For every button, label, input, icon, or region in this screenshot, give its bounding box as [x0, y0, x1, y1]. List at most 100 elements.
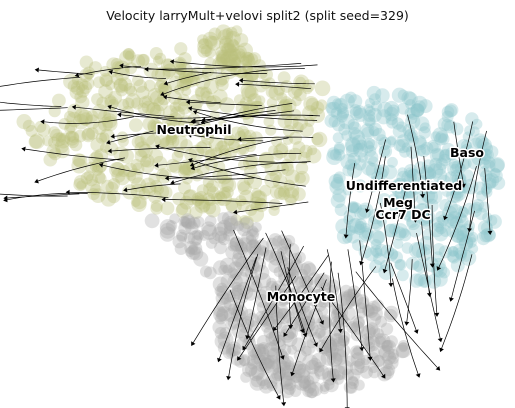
cell-point — [181, 217, 193, 229]
cell-point — [351, 135, 367, 150]
cell-point — [452, 243, 468, 259]
cell-point — [243, 175, 254, 186]
cell-point — [307, 145, 318, 156]
cell-point — [349, 106, 364, 121]
cell-point — [268, 330, 283, 345]
cell-point — [292, 361, 307, 375]
cell-point — [99, 142, 111, 153]
cell-point — [385, 335, 398, 348]
cell-point — [215, 53, 228, 66]
streamline — [345, 163, 356, 235]
cell-point — [348, 218, 364, 234]
cell-point — [134, 135, 147, 148]
cell-point — [208, 232, 221, 245]
cell-point — [75, 78, 89, 91]
cell-point — [347, 201, 360, 213]
cell-point — [115, 170, 130, 186]
cell-point — [391, 117, 404, 130]
cell-point — [449, 163, 460, 174]
cell-point — [276, 92, 288, 104]
cell-point — [218, 186, 231, 199]
cell-point — [355, 307, 367, 319]
cell-point — [108, 90, 122, 105]
cell-point — [482, 212, 493, 223]
cell-point — [466, 237, 477, 248]
cell-point — [308, 357, 322, 372]
streamline — [109, 130, 154, 143]
streamline — [384, 182, 408, 270]
cell-point — [467, 155, 482, 170]
cell-point — [433, 221, 445, 233]
cell-point — [349, 104, 362, 117]
cell-point — [454, 247, 467, 260]
cell-point — [280, 237, 293, 250]
cell-point — [205, 202, 221, 218]
cell-point — [371, 100, 383, 112]
cell-point — [116, 131, 129, 143]
cell-point — [390, 195, 405, 209]
cell-point — [446, 211, 463, 227]
cell-point — [404, 188, 416, 200]
cell-point — [342, 164, 355, 177]
cell-point — [273, 143, 289, 159]
cell-point — [99, 72, 113, 87]
cell-point — [183, 232, 196, 244]
cell-point — [409, 273, 424, 288]
streamline-arrowhead — [319, 347, 324, 353]
cell-point — [323, 339, 338, 353]
cell-point — [179, 195, 194, 210]
cell-point — [255, 95, 266, 106]
cell-point — [70, 80, 86, 96]
streamline-arrowhead — [434, 312, 440, 317]
cell-point — [191, 195, 203, 207]
cell-point — [316, 99, 328, 111]
cell-point — [217, 341, 232, 355]
cell-point — [341, 130, 353, 141]
cell-point — [432, 127, 448, 143]
cell-point — [249, 375, 266, 391]
cell-point — [150, 120, 161, 132]
cell-point — [117, 135, 129, 147]
cell-point — [347, 152, 361, 166]
streamline — [0, 193, 68, 197]
cell-point — [331, 308, 343, 321]
cell-point — [178, 221, 192, 235]
cell-point — [176, 231, 188, 243]
cell-point — [403, 128, 419, 143]
streamline — [281, 230, 323, 322]
cell-point — [100, 74, 113, 87]
cell-point — [73, 129, 87, 143]
cell-point — [137, 102, 149, 115]
cell-point — [402, 203, 417, 218]
cell-point — [388, 348, 399, 360]
cell-point — [100, 191, 117, 207]
cell-point — [258, 285, 274, 301]
cell-point — [105, 80, 116, 91]
cell-point — [369, 93, 381, 106]
cell-point — [225, 245, 240, 260]
cell-point — [309, 285, 321, 297]
cell-point — [237, 222, 251, 237]
cell-point — [181, 86, 192, 97]
cell-point — [222, 27, 234, 40]
cell-point — [347, 202, 359, 213]
streamline — [191, 134, 264, 142]
cell-point — [98, 132, 110, 143]
cell-point — [198, 229, 210, 241]
cell-point — [249, 245, 264, 260]
cell-point — [333, 143, 346, 155]
cell-point — [215, 313, 227, 325]
cell-point — [275, 142, 289, 156]
cell-point — [280, 384, 295, 399]
cell-point — [102, 116, 118, 132]
cluster-label: Ccr7 DC — [375, 207, 430, 222]
cell-point — [292, 360, 304, 372]
cell-point — [447, 250, 461, 264]
cell-point — [172, 134, 188, 151]
cell-point — [345, 381, 358, 394]
streamline-arrowhead — [359, 347, 365, 352]
cell-point — [142, 95, 153, 106]
cell-point — [414, 137, 428, 151]
cell-point — [328, 115, 341, 128]
cell-point — [69, 85, 84, 100]
